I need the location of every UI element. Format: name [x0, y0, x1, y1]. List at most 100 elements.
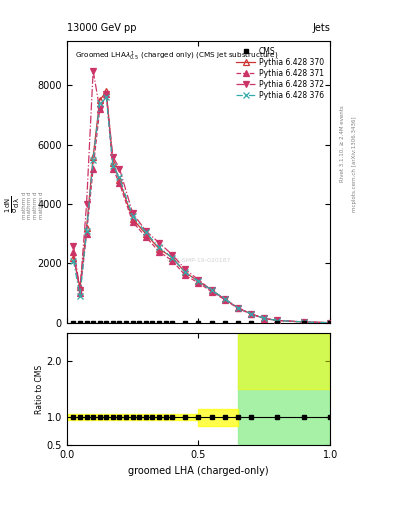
Pythia 6.428 376: [156, 244, 162, 250]
Pythia 6.428 370: [328, 319, 332, 326]
Pythia 6.428 371: [97, 106, 102, 112]
Pythia 6.428 370: [143, 231, 148, 237]
Pythia 6.428 376: [104, 94, 108, 100]
Text: mathrm d
mathrm d
mathrm d
mathrm d: mathrm d mathrm d mathrm d mathrm d: [22, 191, 44, 219]
Pythia 6.428 371: [84, 231, 89, 237]
Pythia 6.428 372: [130, 210, 135, 216]
Pythia 6.428 371: [275, 317, 280, 324]
Pythia 6.428 371: [110, 165, 115, 172]
CMS: [170, 320, 174, 326]
Line: CMS: CMS: [71, 321, 332, 325]
Line: Pythia 6.428 376: Pythia 6.428 376: [71, 95, 333, 326]
Pythia 6.428 376: [91, 157, 95, 163]
CMS: [84, 320, 89, 326]
Pythia 6.428 372: [91, 68, 95, 74]
Pythia 6.428 372: [156, 240, 162, 246]
CMS: [196, 320, 201, 326]
Text: mcplots.cern.ch [arXiv:1306.3436]: mcplots.cern.ch [arXiv:1306.3436]: [352, 116, 357, 211]
Pythia 6.428 376: [110, 162, 115, 168]
Pythia 6.428 376: [222, 296, 227, 302]
Text: Groomed LHA$\lambda^{1}_{0.5}$ (charged only) (CMS jet substructure): Groomed LHA$\lambda^{1}_{0.5}$ (charged …: [75, 50, 278, 62]
Pythia 6.428 370: [222, 296, 227, 302]
CMS: [91, 320, 95, 326]
Pythia 6.428 372: [170, 251, 174, 258]
CMS: [137, 320, 141, 326]
Pythia 6.428 372: [143, 228, 148, 234]
CMS: [130, 320, 135, 326]
Pythia 6.428 372: [117, 165, 122, 172]
Pythia 6.428 371: [104, 91, 108, 97]
CMS: [183, 320, 188, 326]
Pythia 6.428 376: [117, 175, 122, 181]
Text: 13000 GeV pp: 13000 GeV pp: [67, 23, 136, 33]
Pythia 6.428 372: [97, 106, 102, 112]
CMS: [236, 320, 241, 326]
Y-axis label: Ratio to CMS: Ratio to CMS: [35, 365, 44, 414]
Pythia 6.428 370: [78, 284, 83, 290]
Text: CMS-SMP-19-020187: CMS-SMP-19-020187: [166, 259, 231, 263]
Pythia 6.428 372: [78, 287, 83, 293]
CMS: [143, 320, 148, 326]
Pythia 6.428 372: [236, 305, 241, 311]
Pythia 6.428 376: [97, 100, 102, 106]
Pythia 6.428 370: [170, 254, 174, 261]
CMS: [78, 320, 83, 326]
Pythia 6.428 370: [275, 317, 280, 324]
CMS: [124, 320, 129, 326]
Pythia 6.428 376: [84, 228, 89, 234]
Pythia 6.428 372: [71, 243, 76, 249]
Pythia 6.428 371: [78, 290, 83, 296]
Line: Pythia 6.428 372: Pythia 6.428 372: [71, 68, 333, 326]
Pythia 6.428 370: [209, 287, 214, 293]
Pythia 6.428 371: [209, 289, 214, 295]
Pythia 6.428 370: [301, 319, 306, 325]
Text: Jets: Jets: [312, 23, 330, 33]
Pythia 6.428 371: [91, 165, 95, 172]
CMS: [110, 320, 115, 326]
Pythia 6.428 376: [196, 278, 201, 284]
Pythia 6.428 372: [328, 319, 332, 326]
Pythia 6.428 371: [183, 272, 188, 279]
Pythia 6.428 371: [328, 319, 332, 326]
Text: Rivet 3.1.10, ≥ 2.4M events: Rivet 3.1.10, ≥ 2.4M events: [340, 105, 345, 182]
Pythia 6.428 376: [275, 317, 280, 324]
CMS: [163, 320, 168, 326]
Pythia 6.428 371: [130, 219, 135, 225]
CMS: [209, 320, 214, 326]
Pythia 6.428 372: [301, 319, 306, 325]
Line: Pythia 6.428 370: Pythia 6.428 370: [71, 89, 333, 326]
CMS: [150, 320, 155, 326]
Pythia 6.428 376: [143, 229, 148, 236]
Legend: CMS, Pythia 6.428 370, Pythia 6.428 371, Pythia 6.428 372, Pythia 6.428 376: CMS, Pythia 6.428 370, Pythia 6.428 371,…: [234, 45, 326, 102]
Pythia 6.428 376: [209, 287, 214, 293]
CMS: [301, 320, 306, 326]
Pythia 6.428 371: [143, 233, 148, 240]
CMS: [104, 320, 108, 326]
Pythia 6.428 370: [156, 246, 162, 252]
Pythia 6.428 370: [262, 315, 267, 322]
Pythia 6.428 372: [183, 266, 188, 272]
CMS: [249, 320, 253, 326]
Pythia 6.428 372: [275, 317, 280, 324]
Pythia 6.428 376: [328, 319, 332, 326]
Pythia 6.428 370: [84, 225, 89, 231]
CMS: [275, 320, 280, 326]
CMS: [328, 320, 332, 326]
Pythia 6.428 376: [262, 315, 267, 322]
Pythia 6.428 370: [104, 89, 108, 95]
Pythia 6.428 371: [156, 248, 162, 254]
Pythia 6.428 372: [196, 276, 201, 283]
Pythia 6.428 376: [130, 213, 135, 219]
Pythia 6.428 371: [222, 296, 227, 303]
Text: $\mathregular{\frac{1}{\sigma}\frac{d N}{d\,\lambda}}$: $\mathregular{\frac{1}{\sigma}\frac{d N}…: [4, 196, 22, 214]
Pythia 6.428 372: [110, 154, 115, 160]
Pythia 6.428 372: [84, 201, 89, 207]
Pythia 6.428 371: [236, 305, 241, 311]
Pythia 6.428 371: [301, 319, 306, 325]
Pythia 6.428 370: [196, 278, 201, 284]
Pythia 6.428 376: [249, 311, 253, 317]
Pythia 6.428 371: [170, 258, 174, 264]
Pythia 6.428 370: [110, 160, 115, 166]
CMS: [71, 320, 76, 326]
Pythia 6.428 376: [183, 269, 188, 275]
